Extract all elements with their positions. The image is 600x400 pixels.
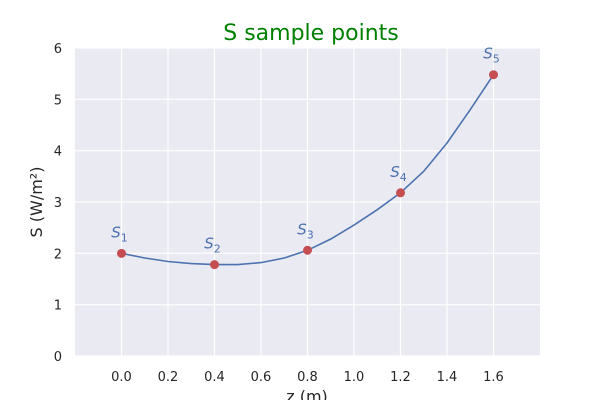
y-tick-labels: 0 1 2 3 4 5 6: [54, 42, 62, 365]
y-tick-label: 4: [54, 145, 62, 160]
point-label: S2: [204, 235, 221, 256]
y-tick-label: 2: [54, 247, 62, 262]
sample-point: [210, 260, 219, 270]
marker-layer: [117, 70, 498, 270]
x-tick-label: 0.4: [204, 370, 225, 385]
sample-point: [117, 248, 126, 258]
y-axis-label: S (W/m²): [27, 167, 46, 238]
x-tick-label: 1.0: [344, 370, 365, 385]
x-tick-label: 0.0: [111, 370, 132, 385]
point-label: S4: [390, 163, 407, 184]
x-tick-label: 1.4: [437, 370, 458, 385]
point-label: S5: [483, 45, 500, 66]
y-tick-label: 3: [54, 196, 62, 211]
sample-point: [489, 70, 498, 80]
y-tick-label: 0: [54, 350, 62, 365]
point-label-layer: S1 S2 S3 S4 S5: [111, 45, 500, 256]
x-tick-labels: 0.0 0.2 0.4 0.6 0.8 1.0 1.2 1.4 1.6: [111, 370, 504, 385]
y-tick-label: 5: [54, 93, 62, 108]
x-tick-label: 0.2: [158, 370, 179, 385]
y-tick-label: 6: [54, 42, 62, 57]
x-axis-label: z (m): [286, 387, 328, 400]
grid: [75, 47, 540, 357]
x-tick-label: 1.6: [483, 370, 504, 385]
y-tick-label: 1: [54, 299, 62, 314]
chart-title: S sample points: [223, 21, 399, 46]
sample-point: [303, 245, 312, 255]
x-tick-label: 0.8: [297, 370, 318, 385]
sample-point: [396, 188, 405, 198]
point-label: S1: [111, 223, 128, 244]
x-tick-label: 1.2: [390, 370, 411, 385]
point-label: S3: [297, 220, 314, 241]
x-tick-label: 0.6: [251, 370, 272, 385]
